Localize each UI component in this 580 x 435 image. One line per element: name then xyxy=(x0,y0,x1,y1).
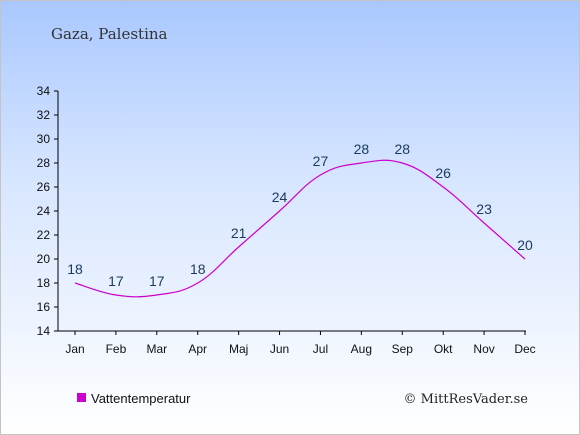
data-label: 17 xyxy=(149,273,165,289)
data-label: 21 xyxy=(231,225,247,241)
data-label: 28 xyxy=(394,141,410,157)
data-label: 18 xyxy=(190,261,206,277)
x-tick-label: Dec xyxy=(514,342,535,356)
x-tick-label: Jan xyxy=(65,342,84,356)
data-label: 27 xyxy=(313,153,329,169)
x-tick-label: Feb xyxy=(106,342,127,356)
legend-swatch[interactable] xyxy=(77,393,86,402)
credit-text[interactable]: © MittResVader.se xyxy=(404,392,529,407)
location-title: Gaza, Palestina xyxy=(51,25,168,43)
x-tick-label: Jun xyxy=(270,342,289,356)
y-tick-label: 34 xyxy=(37,84,51,98)
y-tick-label: 20 xyxy=(37,252,51,266)
y-axis-ticks: 14 16 18 20 22 24 26 28 30 32 34 xyxy=(37,84,58,338)
x-tick-label: Apr xyxy=(188,342,207,356)
y-tick-label: 26 xyxy=(37,180,51,194)
data-label: 23 xyxy=(476,201,492,217)
x-tick-label: Jul xyxy=(313,342,328,356)
legend-label[interactable]: Vattentemperatur xyxy=(91,391,191,406)
y-tick-label: 24 xyxy=(37,204,51,218)
data-label: 20 xyxy=(517,237,533,253)
x-tick-label: Maj xyxy=(229,342,248,356)
x-tick-label: Nov xyxy=(473,342,494,356)
x-tick-label: Okt xyxy=(434,342,453,356)
data-label: 28 xyxy=(354,141,370,157)
data-label: 24 xyxy=(272,189,288,205)
x-tick-label: Aug xyxy=(351,342,372,356)
y-tick-label: 30 xyxy=(37,132,51,146)
y-tick-label: 16 xyxy=(37,300,51,314)
x-axis-ticks: Jan Feb Mar Apr Maj Jun Jul Aug Sep Okt Nov Dec xyxy=(65,331,536,356)
y-tick-label: 28 xyxy=(37,156,51,170)
y-tick-label: 14 xyxy=(37,324,51,338)
data-label: 17 xyxy=(108,273,124,289)
data-label: 18 xyxy=(67,261,83,277)
data-labels: 18 17 17 18 21 24 27 28 28 26 23 20 xyxy=(67,141,533,289)
y-tick-label: 18 xyxy=(37,276,51,290)
data-label: 26 xyxy=(435,165,451,181)
axes xyxy=(57,91,526,332)
x-tick-label: Mar xyxy=(146,342,167,356)
y-tick-label: 22 xyxy=(37,228,51,242)
y-tick-label: 32 xyxy=(37,108,51,122)
series-line xyxy=(74,159,526,298)
x-tick-label: Sep xyxy=(392,342,414,356)
